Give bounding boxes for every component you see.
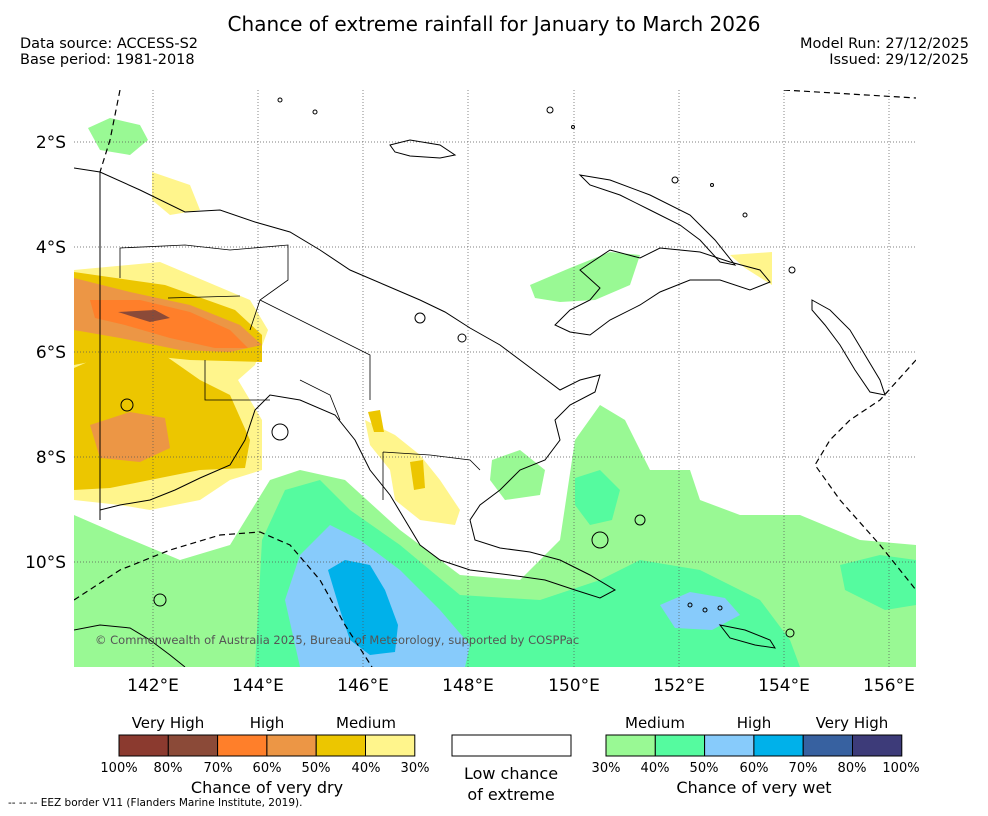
legend-wet-category: Very High: [816, 714, 889, 732]
legend-dry-category: Very High: [132, 714, 205, 732]
legend-dry-tick: 80%: [154, 761, 183, 776]
legend-wet: Medium High Very High 30% 40% 50% 60% 70…: [592, 714, 920, 797]
wet-60-region: [328, 560, 398, 655]
lat-label: 4°S: [36, 238, 66, 258]
lon-label: 156°E: [863, 676, 915, 696]
legend-dry-swatch: [365, 734, 416, 757]
dry-30-east-patch: [730, 252, 772, 285]
small-islands: [120, 97, 796, 638]
guadalcanal-area: [718, 624, 776, 649]
legend-wet-tick: 80%: [838, 761, 867, 776]
wet-regions: [74, 118, 916, 667]
legend-dry-tick: 60%: [253, 761, 282, 776]
dry-50-south: [90, 412, 170, 462]
dry-70-region: [118, 310, 170, 322]
wet-40-east-patch: [575, 470, 620, 525]
legend-dry-swatch: [167, 734, 219, 757]
legend-dry-swatch: [266, 734, 317, 757]
lat-labels: 2°S 4°S 6°S 8°S 10°S: [25, 133, 66, 573]
legend-dry-category: High: [250, 714, 284, 732]
lon-label: 146°E: [337, 676, 389, 696]
issued-date: Issued: 29/12/2025: [829, 52, 969, 68]
grid-lines: [74, 90, 916, 667]
dry-inland-40b: [410, 460, 425, 490]
wet-40-far-east: [840, 555, 916, 610]
meta-right: Model Run: 27/12/2025 Issued: 29/12/2025: [800, 36, 969, 68]
legend-dry-swatch: [315, 734, 367, 757]
legend-dry-tick: 40%: [352, 761, 381, 776]
legend-dry-tick: 30%: [401, 761, 430, 776]
lon-label: 144°E: [232, 676, 284, 696]
data-source: Data source: ACCESS-S2: [20, 36, 199, 52]
legend-wet-tick: 50%: [690, 761, 719, 776]
legend-wet-tick: 30%: [592, 761, 621, 776]
legend-wet-swatches: [605, 734, 903, 757]
wet-30-bismarck: [530, 252, 640, 302]
bougainville-coast: [811, 299, 886, 396]
legend-wet-tick: 70%: [789, 761, 818, 776]
legend-wet-tick: 60%: [740, 761, 769, 776]
legend-wet-swatch: [654, 734, 706, 757]
legend-none-caption-2: of extreme: [467, 785, 554, 804]
new-ireland-coast: [578, 174, 737, 266]
legend-none-swatch: [451, 734, 572, 757]
map-area: © Commonwealth of Australia 2025, Bureau…: [74, 90, 916, 667]
legend-wet-swatch: [704, 734, 755, 757]
dry-30-north-patch: [152, 172, 200, 215]
legend-dry-caption: Chance of very dry: [191, 778, 343, 797]
legend-wet-tick: 100%: [882, 761, 919, 776]
wet-30-east-patch: [490, 450, 545, 500]
chart-title: Chance of extreme rainfall for January t…: [227, 12, 761, 36]
lon-label: 154°E: [758, 676, 810, 696]
legend-dry-swatch: [217, 734, 268, 757]
legend-wet-swatch: [753, 734, 804, 757]
model-run: Model Run: 27/12/2025: [799, 36, 969, 52]
lon-label: 148°E: [442, 676, 494, 696]
new-britain-coast: [554, 247, 771, 336]
wet-50-solomon: [660, 592, 740, 630]
legend-dry-swatch: [118, 734, 169, 757]
legend-dry-category: Medium: [336, 714, 396, 732]
wet-30-north: [88, 118, 148, 155]
legend-wet-swatch: [802, 734, 854, 757]
legend-dry-tick: 50%: [302, 761, 331, 776]
province-borders: [119, 244, 481, 500]
lon-label: 152°E: [653, 676, 705, 696]
dry-inland-40a: [368, 410, 384, 432]
coastlines: [74, 139, 886, 667]
manus-island: [389, 139, 457, 159]
lon-label: 150°E: [548, 676, 600, 696]
legend-dry: Very High High Medium 100% 80% 70% 60% 5…: [100, 714, 429, 797]
base-period: Base period: 1981-2018: [20, 52, 195, 68]
footnote: -- -- -- EEZ border V11 (Flanders Marine…: [8, 797, 303, 809]
lat-label: 2°S: [36, 133, 66, 153]
lon-label: 142°E: [127, 676, 179, 696]
lon-labels: 142°E 144°E 146°E 148°E 150°E 152°E 154°…: [127, 676, 915, 696]
legend-wet-swatch: [605, 734, 656, 757]
lat-label: 8°S: [36, 448, 66, 468]
png-mainland-coast: [74, 167, 617, 599]
legend-wet-category: Medium: [625, 714, 685, 732]
legend-wet-caption: Chance of very wet: [676, 778, 831, 797]
australia-coast: [74, 624, 186, 667]
legend-wet-swatch: [852, 734, 903, 757]
legend-none-caption-1: Low chance: [464, 764, 558, 783]
legend-none: Low chance of extreme: [451, 734, 572, 804]
legend-wet-tick: 40%: [641, 761, 670, 776]
copyright-text: © Commonwealth of Australia 2025, Bureau…: [95, 633, 579, 647]
lat-label: 10°S: [25, 553, 66, 573]
dry-regions: [74, 172, 772, 525]
legend-dry-tick: 70%: [204, 761, 233, 776]
legend-dry-tick: 100%: [100, 761, 137, 776]
eez-borders: [74, 90, 916, 667]
meta-left: Data source: ACCESS-S2 Base period: 1981…: [20, 36, 198, 68]
legend-wet-category: High: [737, 714, 771, 732]
lat-label: 6°S: [36, 343, 66, 363]
legend-dry-swatches: [118, 734, 416, 757]
